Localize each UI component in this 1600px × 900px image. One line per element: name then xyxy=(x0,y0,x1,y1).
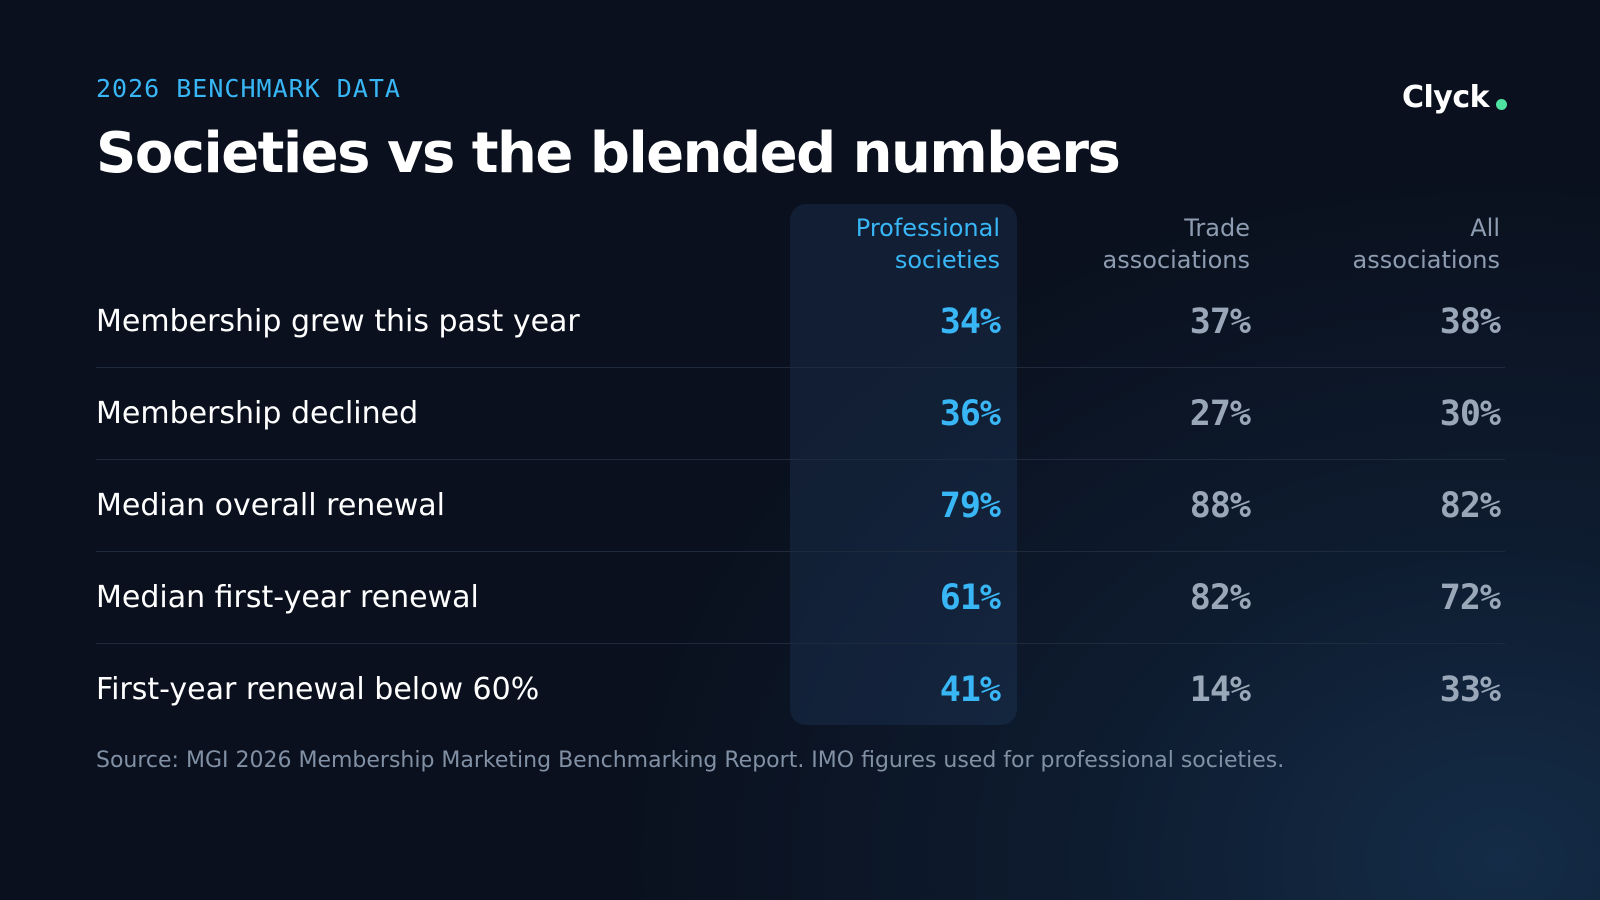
table-row: Membership grew this past year 34% 37% 38% xyxy=(96,276,1505,368)
source-note: Source: MGI 2026 Membership Marketing Be… xyxy=(96,748,1285,773)
row-divider xyxy=(96,643,1505,644)
value-cell: 82% xyxy=(1189,578,1251,618)
value-cell: 33% xyxy=(1439,670,1501,710)
value-cell: 36% xyxy=(939,394,1001,434)
value-cell: 79% xyxy=(939,486,1001,526)
table-row: Median overall renewal 79% 88% 82% xyxy=(96,460,1505,552)
row-divider xyxy=(96,367,1505,368)
table-row: First-year renewal below 60% 41% 14% 33% xyxy=(96,644,1505,736)
row-divider xyxy=(96,551,1505,552)
row-label: Median overall renewal xyxy=(96,488,445,523)
eyebrow-label: 2026 BENCHMARK DATA xyxy=(96,74,401,103)
value-cell: 88% xyxy=(1189,486,1251,526)
value-cell: 61% xyxy=(939,578,1001,618)
column-header-1: Professional societies xyxy=(740,212,1000,276)
highlight-column-background xyxy=(790,204,1017,725)
row-divider xyxy=(96,459,1505,460)
logo-dot-icon xyxy=(1496,98,1508,110)
column-header-2: Trade associations xyxy=(990,212,1250,276)
row-label: Median first-year renewal xyxy=(96,580,479,615)
column-header-line: associations xyxy=(1102,246,1250,274)
column-header-line: societies xyxy=(894,246,1000,274)
value-cell: 14% xyxy=(1189,670,1251,710)
logo-wordmark: Clyck xyxy=(1402,80,1490,115)
column-header-3: All associations xyxy=(1240,212,1500,276)
value-cell: 27% xyxy=(1189,394,1251,434)
value-cell: 72% xyxy=(1439,578,1501,618)
value-cell: 30% xyxy=(1439,394,1501,434)
value-cell: 37% xyxy=(1189,302,1251,342)
table-row: Membership declined 36% 27% 30% xyxy=(96,368,1505,460)
value-cell: 38% xyxy=(1439,302,1501,342)
value-cell: 41% xyxy=(939,670,1001,710)
row-label: Membership declined xyxy=(96,396,419,431)
column-header-line: Trade xyxy=(1184,214,1250,242)
brand-logo: Clyck xyxy=(1402,78,1508,118)
value-cell: 34% xyxy=(939,302,1001,342)
row-label: Membership grew this past year xyxy=(96,304,580,339)
value-cell: 82% xyxy=(1439,486,1501,526)
page-title: Societies vs the blended numbers xyxy=(96,121,1121,186)
column-header-line: Professional xyxy=(855,214,1000,242)
row-label: First-year renewal below 60% xyxy=(96,672,540,707)
column-header-line: All xyxy=(1470,214,1500,242)
table-row: Median first-year renewal 61% 82% 72% xyxy=(96,552,1505,644)
column-header-line: associations xyxy=(1352,246,1500,274)
